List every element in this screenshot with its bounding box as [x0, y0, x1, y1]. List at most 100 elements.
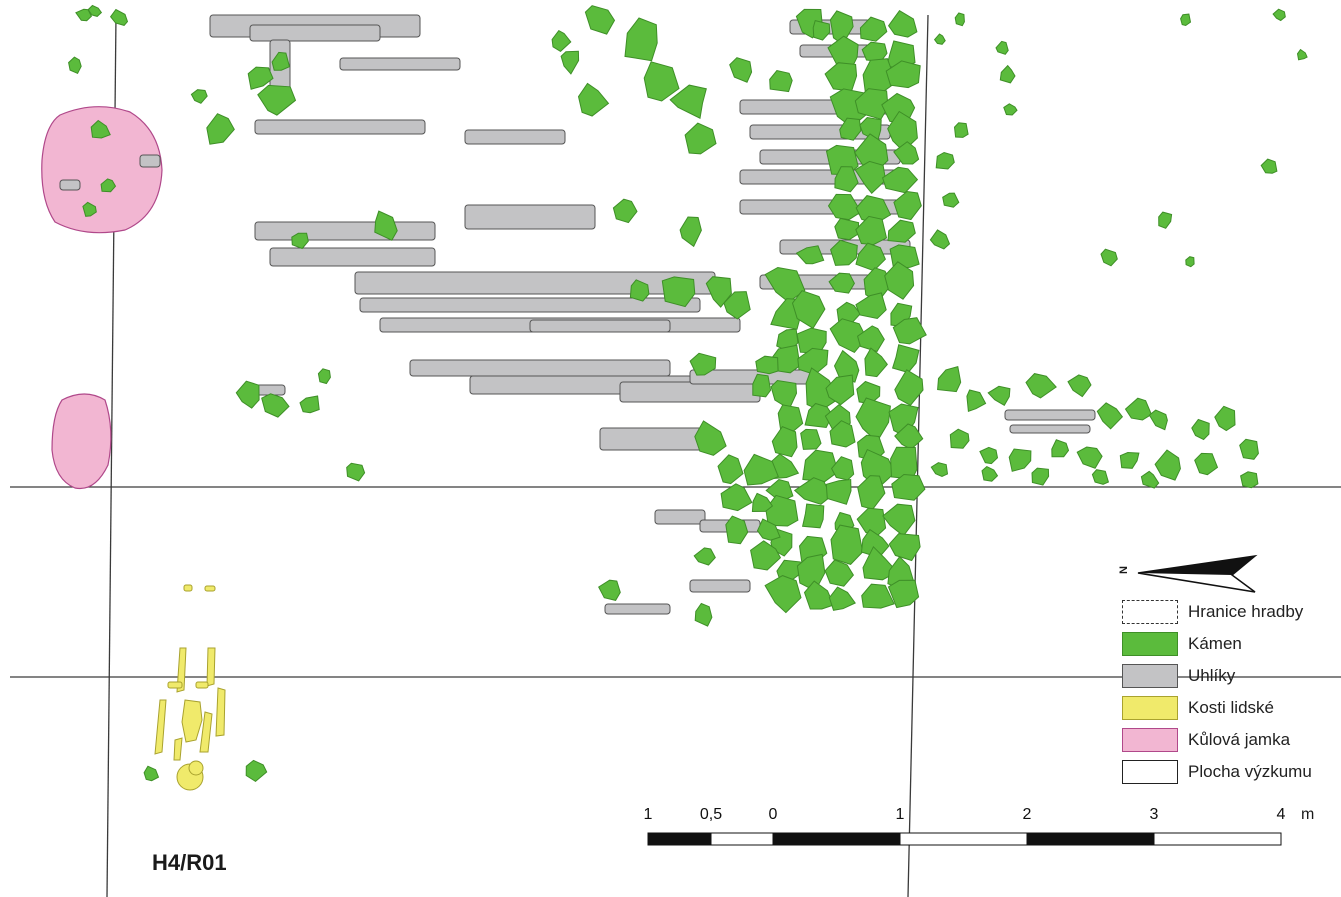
bone-fragment — [195, 681, 209, 689]
legend-swatch-jamka — [1122, 728, 1178, 752]
stone — [893, 141, 920, 165]
scale-segment — [647, 832, 712, 846]
stone — [1140, 470, 1160, 489]
stone — [801, 503, 825, 529]
bone-leg-left — [176, 647, 187, 693]
stone — [834, 217, 860, 241]
stone — [855, 397, 891, 443]
stone — [1214, 405, 1236, 432]
stone — [887, 579, 920, 609]
legend-item-plocha: Plocha výzkumu — [1122, 756, 1341, 786]
stone — [729, 57, 753, 83]
stone — [90, 119, 111, 139]
scale-unit: m — [1301, 806, 1315, 823]
stone — [612, 198, 638, 224]
stone — [1067, 374, 1092, 398]
stone — [629, 279, 650, 302]
north-arrow-half — [1138, 556, 1255, 575]
stone — [1191, 418, 1210, 441]
charcoal-piece — [604, 603, 671, 615]
postholes — [41, 106, 163, 490]
legend-swatch-plocha — [1122, 760, 1178, 784]
bone-fragment — [183, 584, 193, 592]
charcoal-layer — [59, 14, 1096, 615]
stone — [661, 276, 696, 308]
stone — [317, 368, 331, 385]
stone — [1008, 448, 1032, 472]
stone — [854, 160, 887, 195]
stone — [68, 56, 82, 75]
legend-label-kamen: Kámen — [1188, 634, 1242, 653]
charcoal-piece — [464, 129, 566, 145]
stone — [750, 540, 782, 571]
stone — [100, 178, 117, 193]
stone — [1240, 471, 1259, 489]
stone — [751, 492, 774, 513]
stone — [828, 586, 856, 611]
stone — [717, 454, 744, 485]
stone — [756, 518, 781, 541]
scale-tick-label: 4 — [1276, 806, 1286, 823]
stone — [772, 344, 801, 374]
stone — [894, 369, 924, 406]
stone — [1239, 438, 1259, 460]
stone — [694, 602, 713, 627]
stone — [643, 61, 680, 102]
stone — [245, 759, 268, 783]
stone — [824, 559, 855, 587]
stone — [247, 66, 274, 90]
stone — [82, 201, 97, 217]
stone — [689, 352, 717, 376]
stone — [891, 473, 926, 501]
legend-label-hranice: Hranice hradby — [1188, 602, 1304, 621]
scale-bar — [647, 832, 1282, 846]
stone — [834, 166, 859, 193]
scale-tick-label: 1 — [895, 806, 905, 823]
charcoal-piece — [409, 359, 671, 377]
grid-lines — [10, 14, 1341, 897]
stone — [551, 29, 572, 53]
scale-segment — [1026, 832, 1155, 846]
stone — [864, 347, 888, 378]
stone — [1031, 467, 1050, 486]
stone — [804, 402, 833, 429]
stone — [825, 374, 855, 406]
stone — [560, 50, 580, 75]
stone — [954, 12, 965, 27]
scale-tick-label: 1 — [643, 806, 653, 823]
stone — [892, 317, 927, 345]
charcoal-piece — [529, 319, 671, 333]
stone — [764, 575, 802, 614]
scale-segment — [899, 832, 1028, 846]
stone — [888, 533, 921, 562]
bone-femur-left — [154, 699, 167, 755]
stone — [1180, 13, 1192, 27]
stone — [893, 190, 922, 221]
stone — [679, 216, 702, 248]
stone — [833, 349, 860, 383]
legend-item-kosti: Kosti lidské — [1122, 692, 1341, 722]
legend-item-jamka: Kůlová jamka — [1122, 724, 1341, 754]
stone — [725, 515, 749, 545]
stone — [830, 524, 864, 565]
legend-label-kosti: Kosti lidské — [1188, 698, 1274, 717]
stone — [830, 239, 858, 266]
charcoal-piece — [1004, 409, 1096, 421]
stone — [694, 420, 727, 456]
stone — [1272, 8, 1286, 22]
stone — [825, 478, 852, 505]
stone — [800, 428, 822, 450]
stone — [839, 117, 862, 141]
legend-label-jamka: Kůlová jamka — [1188, 730, 1291, 749]
stone — [1260, 158, 1278, 174]
stone — [887, 10, 918, 38]
posthole-lower — [51, 393, 112, 490]
stone — [743, 453, 779, 486]
stone — [190, 89, 208, 104]
charcoal-piece — [359, 297, 701, 313]
stone — [669, 84, 707, 119]
stone-layer — [68, 4, 1308, 783]
stone — [1119, 451, 1140, 469]
charcoal-piece — [1009, 424, 1091, 434]
legend-swatch-hranice — [1122, 600, 1178, 624]
